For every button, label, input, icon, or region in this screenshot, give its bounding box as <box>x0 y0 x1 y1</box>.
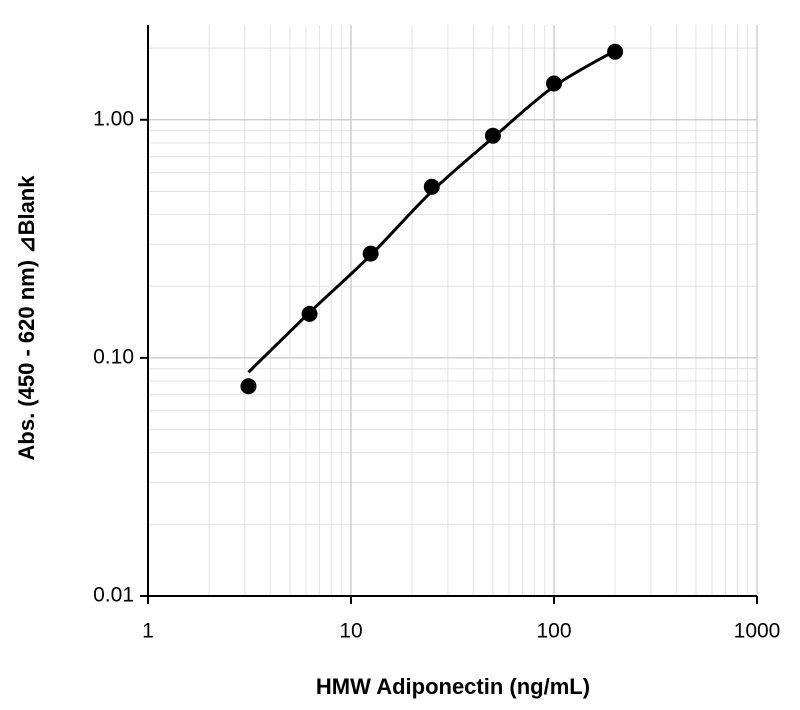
data-point <box>240 378 257 395</box>
fit-line <box>247 49 616 374</box>
x-tick-label: 1 <box>142 620 154 643</box>
y-tick-label: 0.10 <box>93 345 134 368</box>
x-tick-label: 10 <box>339 620 362 643</box>
x-axis-title: HMW Adiponectin (ng/mL) <box>316 674 590 699</box>
x-tick-label: 100 <box>536 620 571 643</box>
data-point <box>423 178 440 195</box>
x-tick-label: 1000 <box>734 620 781 643</box>
data-point <box>546 75 562 92</box>
y-axis-title: Abs. (450 - 620 nm) ⊿Blank <box>14 175 39 461</box>
y-tick-label: 0.01 <box>93 584 134 607</box>
y-tick-label: 1.00 <box>93 107 134 130</box>
